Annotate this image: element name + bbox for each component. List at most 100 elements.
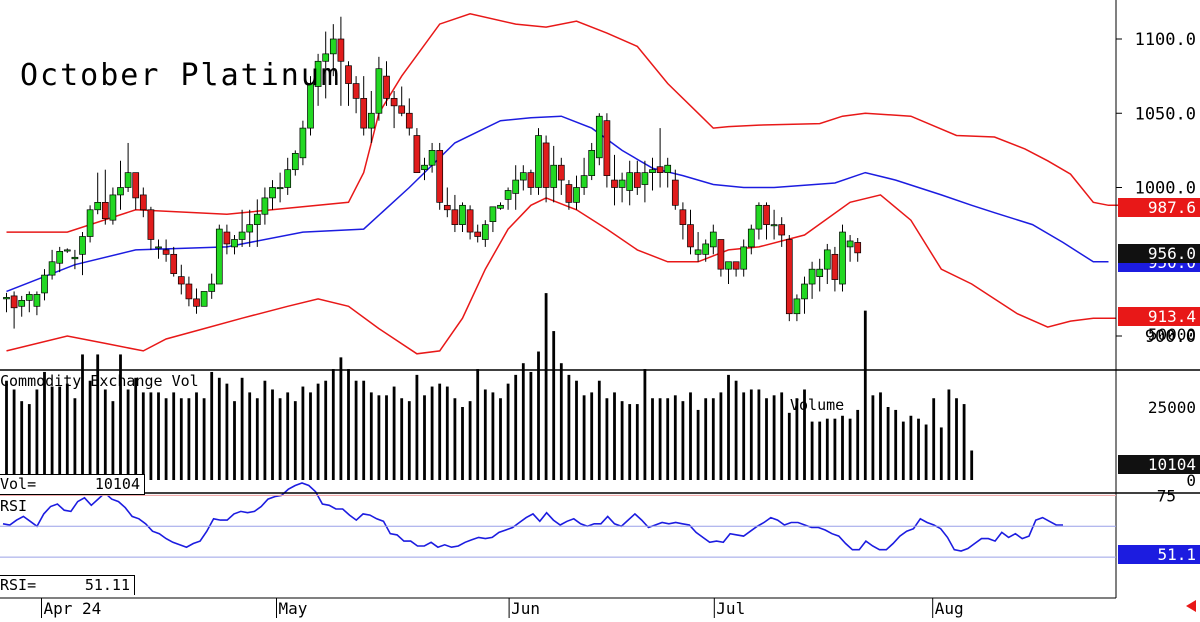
volume-bar <box>134 377 138 480</box>
volume-bar <box>225 383 229 480</box>
candle <box>816 258 824 292</box>
volume-bar <box>689 392 692 480</box>
candle <box>679 202 687 240</box>
candle <box>588 142 596 181</box>
volume-bar <box>765 398 768 480</box>
candle <box>284 157 292 195</box>
candle <box>725 261 732 285</box>
volume-bar <box>476 369 480 480</box>
volume-bar <box>126 389 130 480</box>
candle-body <box>101 202 109 220</box>
volume-bar <box>453 398 457 480</box>
candle <box>390 90 398 129</box>
candle-body <box>284 169 292 188</box>
candle <box>747 224 755 255</box>
candle-body <box>253 213 261 225</box>
candle <box>717 239 725 277</box>
candle-body <box>573 187 580 203</box>
volume-bar <box>833 418 837 480</box>
candle-body <box>831 253 839 280</box>
candle-body <box>709 231 717 248</box>
volume-bar <box>681 401 685 480</box>
candle-body <box>314 60 322 87</box>
candle-body <box>299 127 307 159</box>
candle <box>41 269 48 301</box>
volume-bar <box>529 371 533 480</box>
candle-body <box>124 172 132 188</box>
candle-body <box>603 120 611 176</box>
candle <box>398 86 406 117</box>
candle <box>253 199 261 247</box>
candle-body <box>162 249 170 255</box>
candle-body <box>755 204 763 230</box>
volume-bar <box>658 398 662 480</box>
candle <box>322 31 330 99</box>
candle-body <box>231 239 238 248</box>
volume-bar <box>369 392 373 480</box>
scroll-left-arrow-icon[interactable] <box>1186 600 1196 612</box>
volume-bars <box>5 293 974 480</box>
candle <box>732 261 740 277</box>
lower-band-tag: 913.4 <box>1118 307 1200 326</box>
candle-body <box>747 228 755 248</box>
candle-body <box>398 105 406 114</box>
candle-body <box>656 166 664 174</box>
candle-body <box>48 261 56 276</box>
volume-bar <box>810 421 814 480</box>
volume-bar <box>537 351 540 480</box>
volume-bar <box>293 401 297 480</box>
volume-readout-label: Vol= <box>0 475 37 493</box>
candle <box>656 128 664 188</box>
candle-body <box>413 135 421 173</box>
volume-bar <box>673 395 677 480</box>
candle <box>459 202 466 233</box>
candle-body <box>155 246 162 249</box>
candle <box>367 90 375 143</box>
candle <box>580 157 588 195</box>
candle-body <box>41 274 48 294</box>
candle <box>595 113 603 166</box>
candle-body <box>390 98 398 107</box>
volume-bar <box>499 398 502 480</box>
candle <box>337 16 345 106</box>
rsi-last-tag: 51.1 <box>1118 545 1200 564</box>
candle <box>71 249 79 270</box>
candle-body <box>474 231 482 237</box>
candle-body <box>679 209 687 225</box>
x-tick-label: Jul <box>716 599 745 618</box>
candle <box>3 292 10 313</box>
volume-bar <box>35 389 39 480</box>
candle <box>504 187 512 210</box>
rsi-readout-value: 51.11 <box>84 576 130 594</box>
candle-body <box>649 169 656 173</box>
candle <box>763 202 770 240</box>
candle-body <box>375 68 383 114</box>
volume-bar <box>886 407 890 480</box>
candle-body <box>147 209 155 240</box>
rsi-tick-label: 75 <box>1157 486 1176 505</box>
candle <box>352 76 360 114</box>
candle-body <box>504 190 512 200</box>
volume-bar <box>210 371 214 480</box>
candle <box>193 288 200 314</box>
candle <box>785 235 793 322</box>
volume-bar <box>863 310 867 480</box>
candle-body <box>18 300 26 307</box>
candle-body <box>763 204 770 225</box>
volume-bar <box>430 386 434 480</box>
volume-bar <box>423 395 426 480</box>
candle <box>694 232 702 262</box>
candle <box>778 217 786 247</box>
candle-body <box>352 83 360 99</box>
volume-bar <box>544 293 548 480</box>
candle-body <box>481 224 489 240</box>
last-price-tag: 956.0 <box>1118 244 1200 263</box>
volume-bar <box>628 404 632 480</box>
volume-bar <box>901 421 905 480</box>
candle-body <box>557 164 565 181</box>
candle-body <box>383 75 390 99</box>
candle <box>345 61 352 106</box>
volume-bar <box>81 354 84 480</box>
candle-body <box>177 276 185 285</box>
rsi-line <box>2 482 1063 552</box>
